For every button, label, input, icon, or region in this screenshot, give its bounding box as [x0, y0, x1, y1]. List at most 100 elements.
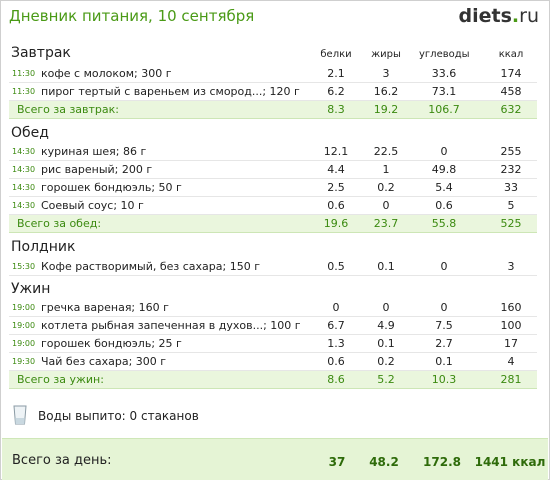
table-row[interactable]: 19:00 гречка вареная; 160 г 0 0 0 160: [9, 299, 537, 317]
row-name: кофе с молоком; 300 г: [41, 67, 172, 80]
row-carbs: 0.1: [435, 355, 453, 368]
day-total: Всего за день: 37 48.2 172.8 1441 ккал: [2, 438, 548, 480]
row-time: 19:30: [12, 357, 36, 366]
table-row[interactable]: 19:30 Чай без сахара; 300 г 0.6 0.2 0.1 …: [9, 353, 537, 371]
row-time: 11:30: [12, 87, 36, 96]
row-protein: 6.2: [327, 85, 345, 98]
row-carbs: 7.5: [435, 319, 453, 332]
row-carbs: 33.6: [431, 67, 457, 80]
row-protein: 6.7: [327, 319, 345, 332]
row-protein: 0.5: [327, 260, 345, 273]
total-fat: 23.7: [373, 217, 399, 230]
row-fat: 0: [382, 199, 390, 212]
row-carbs: 49.8: [431, 163, 457, 176]
logo-dot: .: [511, 5, 520, 27]
water-label: Воды выпито: 0 стаканов: [38, 409, 199, 423]
row-protein: 2.1: [327, 67, 345, 80]
row-carbs: 2.7: [435, 337, 453, 350]
row-name: Кофе растворимый, без сахара; 150 г: [41, 260, 260, 273]
row-fat: 16.2: [373, 85, 399, 98]
section-title-lunch: Обед: [11, 125, 49, 141]
row-kcal: 17: [504, 337, 518, 350]
table-row[interactable]: 19:00 котлета рыбная запеченная в духов.…: [9, 317, 537, 335]
row-kcal: 232: [500, 163, 522, 176]
total-carbs: 10.3: [431, 373, 457, 386]
row-time: 14:30: [12, 165, 36, 174]
row-name: рис вареный; 200 г: [41, 163, 153, 176]
column-header-carbs: углеводы: [419, 49, 470, 60]
total-carbs: 55.8: [431, 217, 457, 230]
total-protein: 8.3: [327, 103, 345, 116]
table-row[interactable]: 11:30 кофе с молоком; 300 г 2.1 3 33.6 1…: [9, 65, 537, 83]
table-row[interactable]: 14:30 Соевый соус; 10 г 0.6 0 0.6 5: [9, 197, 537, 215]
total-label: Всего за завтрак:: [17, 103, 120, 116]
row-name: горошек бондюэль; 25 г: [41, 337, 182, 350]
row-carbs: 0: [440, 301, 448, 314]
row-kcal: 4: [507, 355, 515, 368]
row-fat: 1: [382, 163, 390, 176]
row-kcal: 100: [500, 319, 522, 332]
section-title-breakfast: Завтрак: [11, 45, 71, 61]
row-carbs: 0.6: [435, 199, 453, 212]
row-fat: 22.5: [373, 145, 399, 158]
row-time: 19:00: [12, 339, 36, 348]
table-row[interactable]: 14:30 куриная шея; 86 г 12.1 22.5 0 255: [9, 143, 537, 161]
total-kcal: 281: [500, 373, 522, 386]
row-time: 19:00: [12, 303, 36, 312]
row-name: котлета рыбная запеченная в духов...; 10…: [41, 319, 301, 332]
total-kcal: 632: [500, 103, 522, 116]
total-protein: 19.6: [323, 217, 349, 230]
row-time: 14:30: [12, 201, 36, 210]
row-kcal: 160: [500, 301, 522, 314]
row-time: 15:30: [12, 262, 36, 271]
row-protein: 4.4: [327, 163, 345, 176]
row-fat: 0.2: [377, 355, 395, 368]
row-fat: 0: [382, 301, 390, 314]
total-label: Всего за обед:: [17, 217, 102, 230]
row-protein: 0.6: [327, 355, 345, 368]
row-name: гречка вареная; 160 г: [41, 301, 169, 314]
row-name: пирог тертый с вареньем из смород...; 12…: [41, 85, 300, 98]
row-protein: 2.5: [327, 181, 345, 194]
meal-total-breakfast: Всего за завтрак: 8.3 19.2 106.7 632: [9, 101, 537, 119]
total-fat: 19.2: [373, 103, 399, 116]
page-title: Дневник питания, 10 сентября: [9, 7, 255, 25]
section-title-snack: Полдник: [11, 239, 76, 255]
column-header-fat: жиры: [371, 49, 401, 60]
table-row[interactable]: 15:30 Кофе растворимый, без сахара; 150 …: [9, 258, 537, 276]
row-fat: 4.9: [377, 319, 395, 332]
row-kcal: 174: [500, 67, 522, 80]
table-row[interactable]: 14:30 горошек бондюэль; 50 г 2.5 0.2 5.4…: [9, 179, 537, 197]
row-carbs: 0: [440, 145, 448, 158]
row-protein: 12.1: [323, 145, 349, 158]
day-total-kcal: 1441 ккал: [474, 455, 546, 469]
header: Дневник питания, 10 сентября diets.ru: [1, 1, 549, 35]
section-title-dinner: Ужин: [11, 281, 51, 297]
row-time: 11:30: [12, 69, 36, 78]
total-kcal: 525: [500, 217, 522, 230]
day-total-label: Всего за день:: [12, 453, 112, 468]
row-carbs: 73.1: [431, 85, 457, 98]
row-carbs: 0: [440, 260, 448, 273]
row-kcal: 33: [504, 181, 518, 194]
logo-main: diets: [458, 5, 512, 27]
total-protein: 8.6: [327, 373, 345, 386]
row-fat: 0.1: [377, 337, 395, 350]
logo-tld: ru: [519, 5, 539, 27]
day-total-carbs: 172.8: [423, 455, 461, 469]
diets-logo[interactable]: diets.ru: [459, 5, 539, 27]
day-total-fat: 48.2: [369, 455, 399, 469]
table-row[interactable]: 11:30 пирог тертый с вареньем из смород.…: [9, 83, 537, 101]
meal-total-lunch: Всего за обед: 19.6 23.7 55.8 525: [9, 215, 537, 233]
row-time: 14:30: [12, 183, 36, 192]
row-fat: 3: [382, 67, 390, 80]
row-name: куриная шея; 86 г: [41, 145, 147, 158]
row-kcal: 255: [500, 145, 522, 158]
table-row[interactable]: 14:30 рис вареный; 200 г 4.4 1 49.8 232: [9, 161, 537, 179]
table-row[interactable]: 19:00 горошек бондюэль; 25 г 1.3 0.1 2.7…: [9, 335, 537, 353]
row-time: 14:30: [12, 147, 36, 156]
column-header-kcal: ккал: [498, 49, 524, 60]
row-kcal: 5: [507, 199, 515, 212]
row-fat: 0.1: [377, 260, 395, 273]
